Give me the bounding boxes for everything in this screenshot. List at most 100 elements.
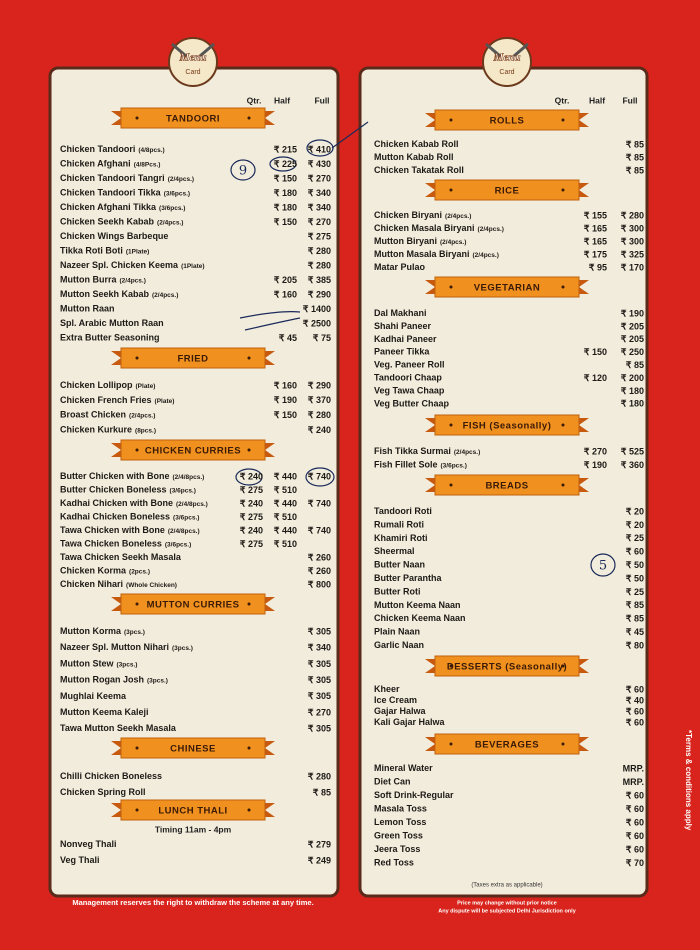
item-price: ₹ 165 (584, 236, 607, 246)
item-name: Broast Chicken (60, 410, 126, 420)
banner-dot (561, 483, 565, 487)
column-header: Half (274, 95, 290, 105)
item-price: ₹ 85 (626, 360, 644, 370)
item-price: ₹ 280 (308, 260, 331, 270)
item-price: ₹ 85 (626, 600, 644, 610)
section-banner: BREADS (425, 474, 589, 496)
item-price: ₹ 60 (626, 717, 644, 727)
menu-item: Mineral Water (374, 763, 433, 773)
section-banner: DESSERTS (Seasonally) (425, 655, 589, 677)
section-title: CHICKEN CURRIES (145, 446, 241, 457)
item-price: ₹ 305 (308, 724, 331, 734)
item-price: ₹ 275 (240, 485, 263, 495)
menu-item: Tandoori Roti (374, 506, 432, 516)
menu-item: Kadhai Chicken with Bone (2/4/8pcs.) (60, 498, 208, 508)
item-price: ₹ 175 (584, 249, 607, 259)
item-name: Chicken Takatak Roll (374, 165, 464, 175)
menu-item: Mutton Kabab Roll (374, 152, 454, 162)
item-portion: (2/4pcs.) (120, 277, 146, 284)
menu-item: Mutton Raan (60, 304, 115, 314)
item-price: ₹ 60 (626, 684, 644, 694)
item-price: ₹ 275 (308, 231, 331, 241)
section-title: CHINESE (170, 744, 216, 755)
menu-item: Tawa Chicken Seekh Masala (60, 552, 182, 562)
banner-body (434, 474, 580, 496)
item-price: ₹ 740 (308, 471, 331, 481)
section-banner: BEVERAGES (425, 733, 589, 755)
item-name: Chicken Masala Biryani (374, 223, 475, 233)
footer-note: Any dispute will be subjected Delhi Juri… (438, 908, 576, 914)
item-price: ₹ 75 (313, 333, 331, 343)
item-name: Mughlai Keema (60, 691, 127, 701)
item-name: Lemon Toss (374, 817, 426, 827)
item-price: ₹ 180 (274, 188, 297, 198)
item-price: ₹ 240 (308, 425, 331, 435)
banner-body (120, 799, 266, 821)
menu-item: Butter Roti (374, 587, 421, 597)
item-price: ₹ 280 (621, 210, 644, 220)
item-name: Mutton Rogan Josh (60, 675, 144, 685)
logo: Menu Card (168, 37, 218, 87)
item-name: Green Toss (374, 831, 423, 841)
item-portion: (Plate) (136, 383, 156, 390)
section-title: BREADS (485, 481, 528, 492)
menu-item: Nazeer Spl. Chicken Keema (1Plate) (60, 260, 205, 270)
logo-title: Menu (493, 52, 521, 64)
item-name: Butter Naan (374, 560, 425, 570)
item-name: Mutton Seekh Kabab (60, 289, 150, 299)
item-name: Gajar Halwa (374, 706, 427, 716)
item-price: ₹ 305 (308, 626, 331, 636)
item-name: Shahi Paneer (374, 321, 432, 331)
item-price: ₹ 280 (308, 410, 331, 420)
item-price: ₹ 60 (626, 790, 644, 800)
menu-item: Tandoori Chaap (374, 373, 442, 383)
item-portion: (1Plate) (181, 263, 204, 270)
item-name: Kadhai Paneer (374, 334, 437, 344)
item-price: ₹ 25 (626, 587, 644, 597)
menu-item: Chicken Biryani (2/4pcs.) (374, 210, 471, 220)
item-name: Masala Toss (374, 804, 427, 814)
banner-dot (449, 423, 453, 427)
menu-item: Masala Toss (374, 804, 427, 814)
menu-item: Ice Cream (374, 695, 417, 705)
item-price: ₹ 305 (308, 691, 331, 701)
menu-item: Chicken Spring Roll (60, 787, 146, 797)
item-price: ₹ 440 (274, 471, 297, 481)
item-name: Tawa Chicken Boneless (60, 539, 162, 549)
item-price: ₹ 510 (274, 485, 297, 495)
item-portion: (2/4pcs.) (440, 239, 466, 246)
menu-item: Shahi Paneer (374, 321, 432, 331)
banner-body (434, 276, 580, 298)
item-price: ₹ 510 (274, 539, 297, 549)
menu-item: Soft Drink-Regular (374, 790, 454, 800)
item-portion: (4/8Pcs.) (134, 161, 161, 168)
footer-note: Management reserves the right to withdra… (72, 898, 313, 907)
item-portion: (1Plate) (126, 248, 149, 255)
banner-dot (449, 285, 453, 289)
item-name: Veg. Paneer Roll (374, 360, 445, 370)
menu-item: Mutton Biryani (2/4pcs.) (374, 236, 466, 246)
section-banner: FISH (Seasonally) (425, 414, 589, 436)
column-header: Half (589, 95, 605, 105)
item-price: ₹ 180 (274, 202, 297, 212)
item-name: Spl. Arabic Mutton Raan (60, 318, 164, 328)
menu-item: Mutton Burra (2/4pcs.) (60, 275, 146, 285)
item-price: ₹ 305 (308, 659, 331, 669)
menu-item: Butter Chicken Boneless (3/6pcs.) (60, 485, 196, 495)
item-price: ₹ 270 (584, 446, 607, 456)
item-price: ₹ 440 (274, 498, 297, 508)
banner-dot (247, 356, 251, 360)
menu-item: Chicken Afghani (4/8Pcs.) (60, 159, 160, 169)
item-name: Chicken Keema Naan (374, 614, 466, 624)
item-portion: (2/4pcs.) (445, 213, 471, 220)
logo: Menu Card (482, 37, 532, 87)
item-portion: (3/6pcs.) (173, 514, 199, 521)
item-price: ₹ 305 (308, 675, 331, 685)
item-name: Chicken Korma (60, 566, 127, 576)
item-price: ₹ 1400 (303, 304, 331, 314)
menu-item: Chicken Kabab Roll (374, 139, 459, 149)
item-price: ₹ 325 (621, 249, 644, 259)
banner-dot (449, 118, 453, 122)
item-price: ₹ 180 (621, 399, 644, 409)
item-price: ₹ 260 (308, 566, 331, 576)
